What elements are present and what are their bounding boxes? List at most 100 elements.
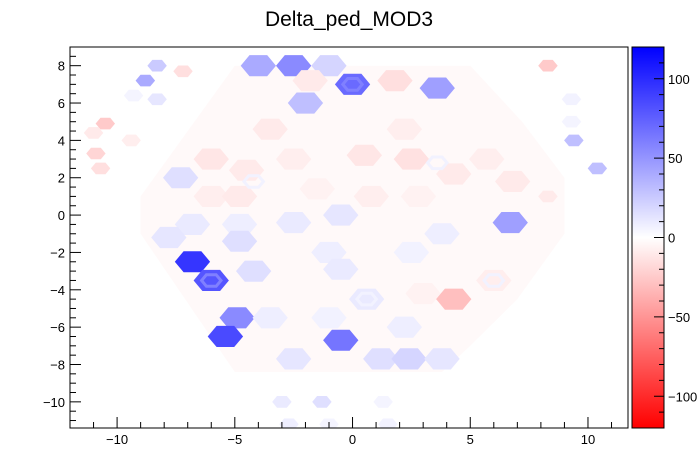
hex-cell-outer: [312, 396, 332, 408]
hex-cell: [276, 348, 312, 370]
hex-cell: [323, 204, 359, 226]
hex-ring: [241, 174, 266, 189]
hex-cell: [174, 251, 211, 273]
hex-cell: [424, 223, 460, 245]
hex-cell: [405, 283, 441, 305]
hex-cell: [377, 70, 413, 92]
hex-cell: [476, 269, 512, 291]
hex-cell: [221, 185, 258, 207]
y-tick-label: 6: [58, 96, 65, 111]
y-tick-label: −2: [50, 245, 65, 260]
hex-cell: [393, 148, 430, 170]
y-axis: 8 6 4 2 0 −2 −4 −6 −8 −10: [43, 46, 81, 422]
hex-cell: [163, 167, 199, 189]
colorbar-tick-label: 100: [668, 72, 690, 87]
colorbar-tick-label: 0: [668, 231, 675, 246]
colorbar-axis: 100 50 0 −50 −100: [654, 62, 697, 413]
hex-cell-outer: [123, 89, 144, 102]
hex-cell: [393, 241, 430, 263]
hex-cell: [386, 316, 422, 338]
hex-cell: [419, 77, 455, 99]
y-tick-label: −10: [43, 395, 65, 410]
hex-rings: [199, 77, 506, 307]
hex-cell: [363, 348, 399, 370]
hex-cell: [219, 307, 255, 329]
hex-cell: [193, 185, 229, 207]
hex-cell: [424, 348, 460, 370]
hex-cell: [193, 269, 229, 291]
hex-cell: [323, 329, 359, 351]
hex-cell: [221, 213, 258, 235]
hex-cells: [83, 55, 608, 428]
hex-cell-outer: [538, 190, 558, 203]
hex-cell-outer: [373, 396, 393, 408]
hex-cell: [311, 307, 347, 329]
plot-frame: [69, 46, 629, 429]
x-tick-label: 5: [467, 432, 474, 447]
y-tick-label: 2: [58, 171, 65, 186]
hex-cell: [346, 144, 382, 166]
x-tick-label: −5: [227, 432, 242, 447]
hex-cell: [436, 163, 472, 185]
colorbar-tick-label: −100: [668, 389, 697, 404]
hex-cell: [252, 307, 288, 329]
y-tick-label: −4: [50, 283, 65, 298]
hex-cell-outer: [147, 59, 167, 72]
hex-cell: [292, 70, 328, 92]
hex-cell: [353, 185, 389, 207]
hex-cell: [469, 148, 505, 170]
hex-cell-outer: [561, 93, 582, 106]
plot-area: [83, 55, 608, 428]
hex-cell: [193, 148, 229, 170]
x-tick-label: 0: [349, 432, 356, 447]
hex-cell: [252, 118, 288, 140]
hex-cell: [495, 170, 531, 192]
hex-cell-outer: [378, 418, 398, 428]
hex-cell: [311, 241, 347, 263]
x-tick-label: 10: [581, 432, 595, 447]
colorbar-tick-label: −50: [668, 310, 690, 325]
hex-cell: [221, 230, 258, 252]
y-tick-label: −8: [50, 358, 65, 373]
hex-ring: [482, 273, 506, 288]
hex-cell-outer: [564, 134, 584, 147]
hex-cell-outer: [272, 396, 292, 408]
chart-title: Delta_ped_MOD3: [265, 8, 433, 31]
colorbar-tick-label: 50: [668, 151, 682, 166]
hex-cell: [386, 118, 422, 140]
hex-cell: [240, 55, 276, 77]
hex-cell-outer: [86, 147, 106, 160]
hex-cell: [276, 148, 312, 170]
hex-cell-outer: [121, 134, 141, 147]
hex-cell-outer: [538, 59, 558, 72]
hex-cell-outer: [90, 162, 111, 175]
hex-cell-outer: [173, 65, 193, 78]
hex-cell-outer: [279, 418, 299, 428]
hex-ring: [354, 291, 379, 307]
hex-cell-outer: [95, 117, 115, 130]
hex-cell-outer: [135, 74, 156, 87]
hex-cell: [323, 258, 359, 280]
hex-cell: [174, 213, 211, 235]
hex-cell: [349, 288, 385, 310]
hex-cell: [400, 185, 437, 207]
hex-ring: [340, 77, 365, 92]
y-tick-label: 8: [58, 59, 65, 74]
hex-cell: [492, 212, 528, 234]
hex-cell: [334, 73, 371, 95]
hex-cell: [276, 212, 312, 234]
hex-cell-outer: [587, 162, 608, 175]
hex-cell: [151, 226, 187, 249]
x-axis: −10 −5 0 5 10: [69, 417, 613, 447]
y-tick-label: −6: [50, 320, 65, 335]
hex-cell: [207, 325, 244, 347]
x-tick-label: −10: [106, 432, 128, 447]
y-tick-label: 0: [58, 208, 65, 223]
hex-cell-outer: [561, 115, 582, 128]
y-tick-label: 4: [58, 133, 65, 148]
hex-cell: [436, 288, 472, 310]
hex-cell-outer: [83, 127, 104, 139]
hex-cell: [287, 92, 324, 114]
hex-cell: [311, 55, 347, 77]
